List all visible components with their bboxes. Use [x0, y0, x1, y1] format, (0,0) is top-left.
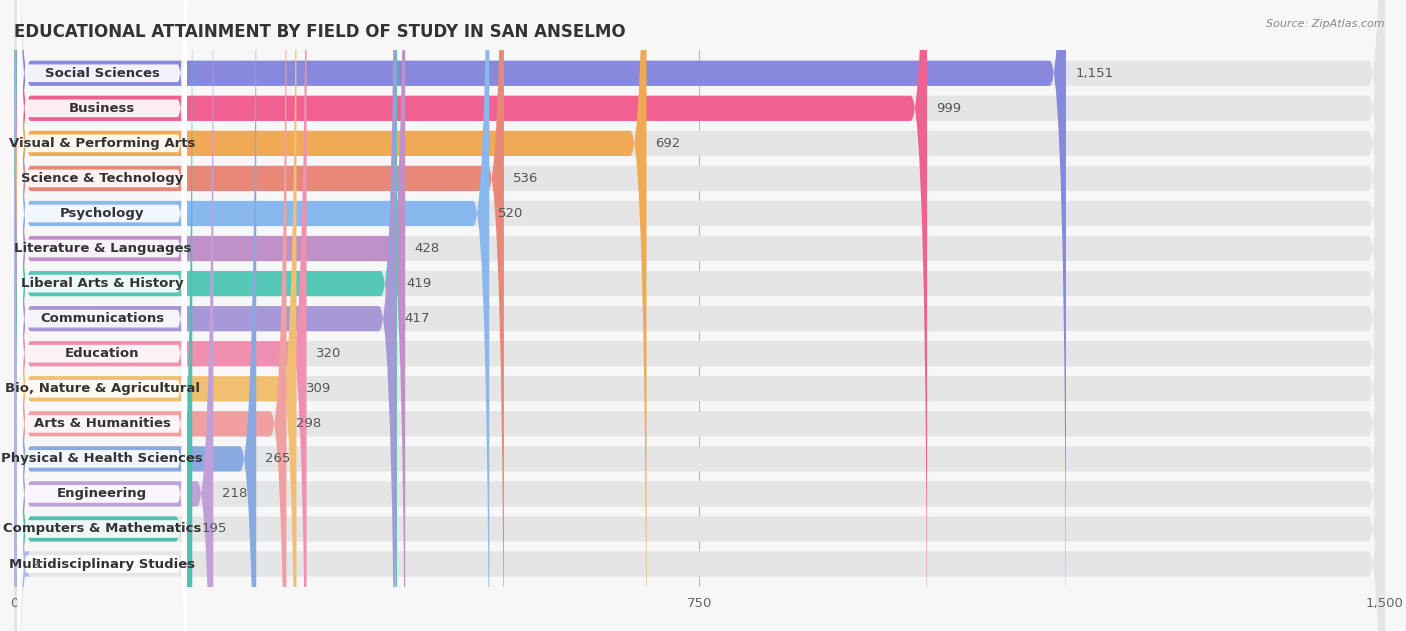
- Text: 520: 520: [499, 207, 524, 220]
- FancyBboxPatch shape: [14, 0, 1385, 631]
- FancyBboxPatch shape: [18, 0, 187, 485]
- Text: 536: 536: [513, 172, 538, 185]
- FancyBboxPatch shape: [14, 0, 927, 631]
- Text: Education: Education: [65, 347, 139, 360]
- Text: Literature & Languages: Literature & Languages: [14, 242, 191, 255]
- Text: 265: 265: [266, 452, 291, 466]
- FancyBboxPatch shape: [18, 0, 187, 590]
- Text: EDUCATIONAL ATTAINMENT BY FIELD OF STUDY IN SAN ANSELMO: EDUCATIONAL ATTAINMENT BY FIELD OF STUDY…: [14, 23, 626, 40]
- FancyBboxPatch shape: [18, 47, 187, 631]
- Text: 428: 428: [415, 242, 440, 255]
- FancyBboxPatch shape: [14, 0, 489, 631]
- FancyBboxPatch shape: [14, 0, 193, 631]
- FancyBboxPatch shape: [14, 0, 214, 631]
- FancyBboxPatch shape: [18, 187, 187, 631]
- Text: 9: 9: [31, 558, 39, 570]
- Text: Psychology: Psychology: [60, 207, 145, 220]
- FancyBboxPatch shape: [18, 82, 187, 631]
- FancyBboxPatch shape: [14, 0, 287, 631]
- Text: Social Sciences: Social Sciences: [45, 67, 160, 80]
- FancyBboxPatch shape: [18, 117, 187, 631]
- FancyBboxPatch shape: [14, 0, 1385, 631]
- Text: Engineering: Engineering: [58, 487, 148, 500]
- FancyBboxPatch shape: [18, 0, 187, 450]
- FancyBboxPatch shape: [14, 0, 1385, 631]
- Text: 320: 320: [315, 347, 342, 360]
- FancyBboxPatch shape: [14, 0, 1385, 631]
- FancyBboxPatch shape: [18, 0, 187, 625]
- FancyBboxPatch shape: [14, 0, 1385, 631]
- Text: 218: 218: [222, 487, 247, 500]
- FancyBboxPatch shape: [14, 0, 395, 631]
- FancyBboxPatch shape: [18, 0, 187, 555]
- FancyBboxPatch shape: [14, 0, 396, 631]
- FancyBboxPatch shape: [14, 0, 1385, 631]
- Text: 309: 309: [305, 382, 330, 395]
- FancyBboxPatch shape: [14, 0, 307, 631]
- FancyBboxPatch shape: [18, 0, 187, 631]
- Text: 1,151: 1,151: [1076, 67, 1114, 80]
- Text: Communications: Communications: [41, 312, 165, 325]
- FancyBboxPatch shape: [18, 152, 187, 631]
- FancyBboxPatch shape: [14, 0, 1385, 631]
- Text: Computers & Mathematics: Computers & Mathematics: [3, 522, 201, 536]
- Text: 999: 999: [936, 102, 962, 115]
- FancyBboxPatch shape: [14, 0, 256, 631]
- Text: Visual & Performing Arts: Visual & Performing Arts: [8, 137, 195, 150]
- FancyBboxPatch shape: [14, 0, 297, 631]
- Text: Science & Technology: Science & Technology: [21, 172, 183, 185]
- FancyBboxPatch shape: [14, 0, 1385, 631]
- Text: 419: 419: [406, 277, 432, 290]
- FancyBboxPatch shape: [14, 0, 647, 631]
- FancyBboxPatch shape: [14, 0, 405, 631]
- FancyBboxPatch shape: [18, 222, 187, 631]
- FancyBboxPatch shape: [6, 0, 31, 631]
- Text: Liberal Arts & History: Liberal Arts & History: [21, 277, 184, 290]
- Text: Multidisciplinary Studies: Multidisciplinary Studies: [10, 558, 195, 570]
- Text: Arts & Humanities: Arts & Humanities: [34, 417, 170, 430]
- Text: Bio, Nature & Agricultural: Bio, Nature & Agricultural: [4, 382, 200, 395]
- FancyBboxPatch shape: [18, 0, 187, 415]
- FancyBboxPatch shape: [18, 12, 187, 631]
- FancyBboxPatch shape: [14, 0, 1385, 631]
- Text: 298: 298: [295, 417, 321, 430]
- FancyBboxPatch shape: [14, 0, 1385, 631]
- Text: Business: Business: [69, 102, 135, 115]
- FancyBboxPatch shape: [14, 0, 1385, 631]
- FancyBboxPatch shape: [14, 0, 1385, 631]
- FancyBboxPatch shape: [18, 0, 187, 520]
- Text: Physical & Health Sciences: Physical & Health Sciences: [1, 452, 202, 466]
- FancyBboxPatch shape: [14, 0, 1385, 631]
- Text: 195: 195: [201, 522, 226, 536]
- FancyBboxPatch shape: [14, 0, 1066, 631]
- FancyBboxPatch shape: [14, 0, 1385, 631]
- FancyBboxPatch shape: [14, 0, 503, 631]
- Text: 692: 692: [655, 137, 681, 150]
- FancyBboxPatch shape: [14, 0, 1385, 631]
- Text: Source: ZipAtlas.com: Source: ZipAtlas.com: [1267, 19, 1385, 29]
- Text: 417: 417: [405, 312, 430, 325]
